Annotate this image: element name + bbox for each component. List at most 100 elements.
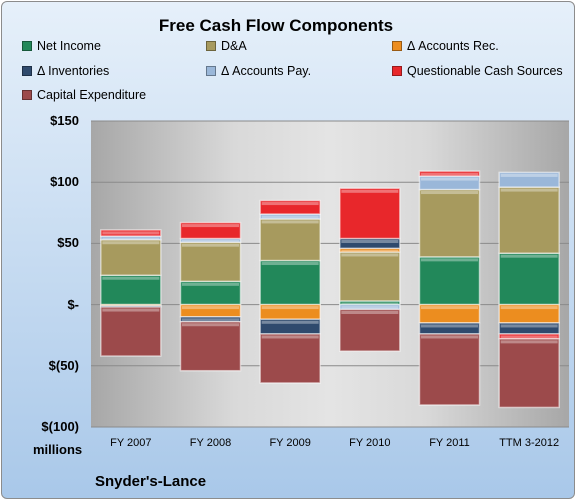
bar-segment-highlight (182, 243, 239, 247)
bar-segment (100, 229, 162, 237)
x-tick-label: FY 2007 (110, 437, 152, 449)
bar-segment-highlight (261, 262, 319, 266)
x-tick-label: TTM 3-2012 (499, 437, 560, 449)
legend-label: D&A (221, 39, 247, 53)
bar-segment (418, 256, 481, 306)
legend-item: Net Income (22, 39, 101, 53)
bar-segment (179, 221, 242, 240)
bar-segment-highlight (500, 306, 558, 310)
bar-segment-highlight (182, 240, 239, 242)
bar-segment-highlight (182, 318, 239, 322)
company-name: Snyder's-Lance (95, 473, 207, 490)
bar-segment-highlight (261, 306, 319, 310)
bar-segment-highlight (421, 324, 478, 328)
bar-segment-highlight (421, 191, 478, 195)
bar-segment-highlight (182, 282, 239, 286)
y-tick-label: $150 (50, 113, 79, 128)
bar-segment-highlight (421, 258, 478, 262)
bar-segment-highlight (102, 237, 160, 240)
bar-segment-highlight (421, 172, 478, 176)
bar-segment-highlight (500, 335, 558, 339)
bar-segment (418, 333, 481, 406)
legend-label: Capital Expenditure (37, 88, 147, 102)
bar-segment-highlight (182, 224, 239, 228)
bar-segment-highlight (261, 220, 319, 224)
bar-segment-highlight (261, 202, 319, 206)
bar-segment-highlight (341, 240, 399, 244)
bar-segment-highlight (261, 215, 319, 219)
legend-label: Questionable Cash Sources (407, 64, 563, 78)
bar-segment (259, 259, 321, 306)
bar-segment-highlight (341, 253, 399, 257)
bar-segment-highlight (102, 241, 160, 245)
bar-segment-highlight (341, 302, 399, 305)
legend-swatch (22, 41, 32, 51)
bar-segment-highlight (341, 306, 399, 309)
bar-segment (339, 237, 401, 250)
bar-segment (100, 306, 162, 357)
legend-item: Δ Accounts Rec. (392, 39, 499, 53)
bar-segment (339, 308, 401, 352)
plot-area (91, 121, 569, 427)
bar-segment (100, 238, 162, 276)
legend-label: Δ Accounts Rec. (407, 39, 499, 53)
y-tick-label: $- (67, 296, 79, 312)
x-tick-label: FY 2009 (269, 437, 311, 449)
bar-segment (418, 170, 481, 177)
bar-segment-highlight (261, 335, 319, 339)
y-tick-label: $(50) (48, 357, 79, 373)
bar-segment (259, 218, 321, 262)
legend-swatch (392, 41, 402, 51)
unit-label: millions (33, 442, 83, 457)
bar-segment-highlight (421, 306, 478, 310)
x-tick-label: FY 2008 (189, 437, 232, 449)
legend-swatch (206, 41, 216, 51)
bar-segment-highlight (102, 231, 160, 235)
legend-swatch (392, 66, 402, 76)
legend-swatch (22, 66, 32, 76)
legend-label: Δ Inventories (37, 64, 110, 78)
bar-segment-highlight (500, 340, 558, 344)
bar-segment (498, 186, 560, 254)
legend-item: Δ Inventories (22, 64, 109, 78)
bar-segment-highlight (182, 323, 239, 327)
bar-segment-highlight (182, 306, 239, 310)
bar-segment-highlight (341, 249, 399, 252)
bar-segment (179, 320, 242, 372)
bar-segment-highlight (500, 324, 558, 328)
legend-swatch (206, 66, 216, 76)
bar-segment-highlight (421, 177, 478, 181)
bar-segment (418, 188, 481, 258)
bar-segment-highlight (500, 254, 558, 258)
bar-segment (498, 338, 560, 409)
bar-segment (339, 251, 401, 302)
legend-item: D&A (206, 39, 247, 53)
y-tick-label: $(100) (41, 419, 79, 434)
legend-swatch (22, 90, 32, 100)
y-tick-label: $50 (57, 235, 79, 251)
y-tick-label: $100 (50, 174, 79, 190)
bar-segment (498, 252, 560, 306)
legend-label: Net Income (37, 39, 101, 53)
bar-segment (498, 171, 560, 188)
bar-segment-highlight (102, 308, 160, 312)
chart-title: Free Cash Flow Components (158, 16, 394, 35)
bar-segment (339, 187, 401, 240)
bar-segment-highlight (102, 276, 160, 280)
bar-segment (259, 199, 321, 215)
legend-item: Questionable Cash Sources (392, 64, 563, 78)
bar-segment (259, 333, 321, 384)
legend-item: Δ Accounts Pay. (206, 64, 311, 78)
x-tick-label: FY 2010 (349, 437, 391, 449)
bar-segment-highlight (500, 173, 558, 177)
bar-segment-highlight (421, 335, 478, 339)
bar-segment-highlight (341, 189, 399, 193)
legend-label: Δ Accounts Pay. (221, 64, 312, 78)
bar-segment-highlight (500, 188, 558, 192)
legend-item: Capital Expenditure (22, 88, 146, 102)
bar-segment (100, 274, 162, 306)
bar-segment-highlight (341, 310, 399, 314)
x-tick-label: FY 2011 (429, 437, 470, 449)
bar-segment-highlight (261, 320, 319, 324)
